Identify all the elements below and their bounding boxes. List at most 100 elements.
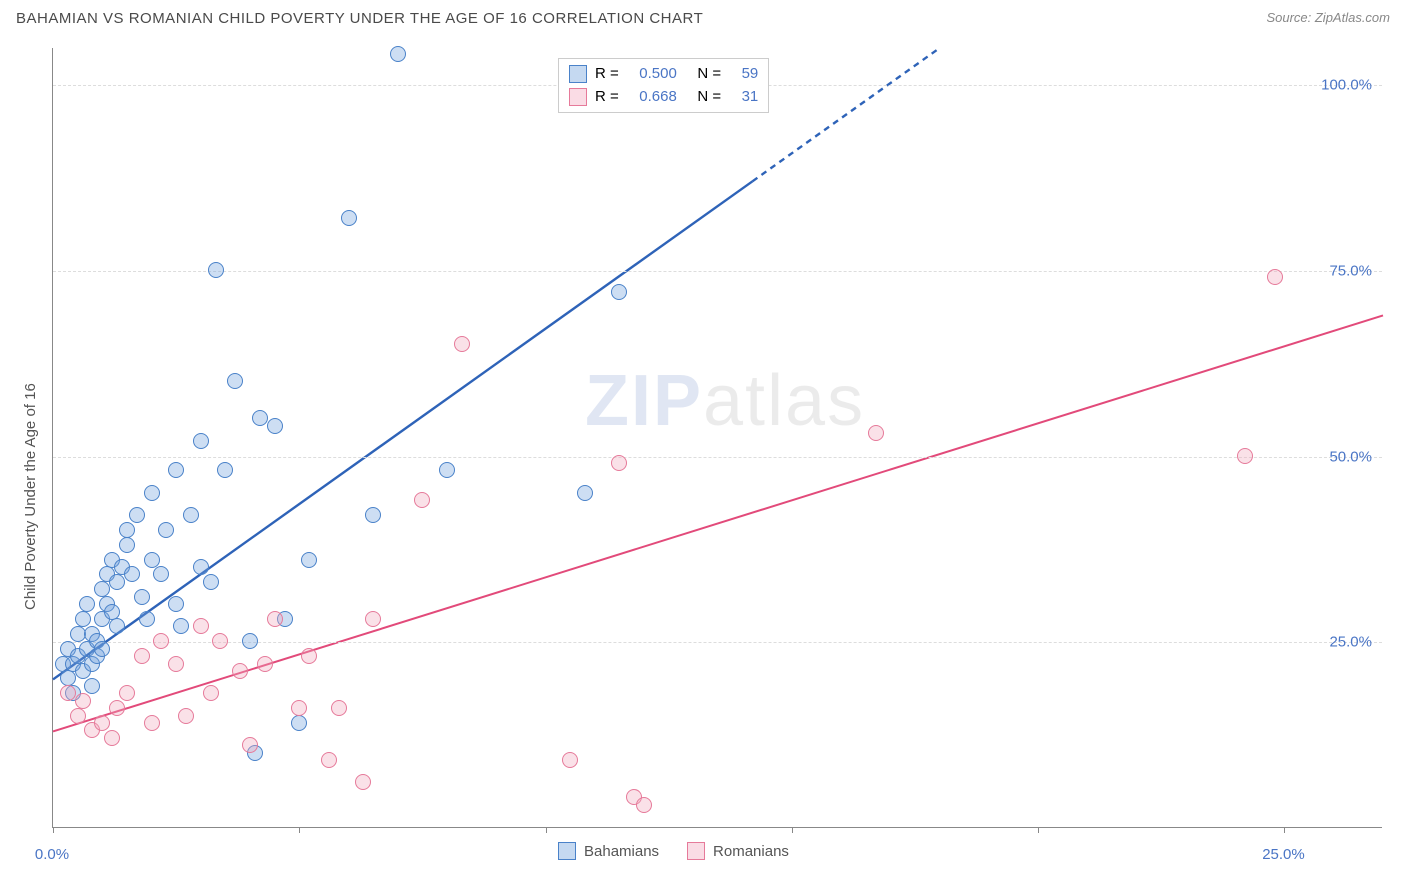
trend-lines [53, 48, 1383, 828]
data-point [153, 633, 169, 649]
data-point [301, 552, 317, 568]
data-point [227, 373, 243, 389]
data-point [158, 522, 174, 538]
data-point [365, 611, 381, 627]
data-point [212, 633, 228, 649]
source-attribution: Source: ZipAtlas.com [1266, 10, 1390, 25]
data-point [60, 685, 76, 701]
data-point [70, 708, 86, 724]
data-point [94, 581, 110, 597]
data-point [203, 574, 219, 590]
data-point [257, 656, 273, 672]
data-point [70, 626, 86, 642]
data-point [109, 574, 125, 590]
data-point [84, 678, 100, 694]
data-point [562, 752, 578, 768]
data-point [94, 641, 110, 657]
data-point [144, 715, 160, 731]
data-point [193, 559, 209, 575]
x-tick [1038, 827, 1039, 833]
legend-series-item: Romanians [687, 842, 789, 860]
legend-series: Bahamians Romanians [558, 842, 789, 860]
data-point [252, 410, 268, 426]
data-point [94, 715, 110, 731]
data-point [168, 596, 184, 612]
scatter-plot: ZIPatlas 25.0% 50.0% 75.0% 100.0% [52, 48, 1382, 828]
data-point [139, 611, 155, 627]
data-point [168, 462, 184, 478]
data-point [75, 693, 91, 709]
data-point [291, 715, 307, 731]
chart-title: BAHAMIAN VS ROMANIAN CHILD POVERTY UNDER… [16, 10, 703, 27]
data-point [341, 210, 357, 226]
data-point [355, 774, 371, 790]
data-point [868, 425, 884, 441]
data-point [75, 611, 91, 627]
data-point [193, 618, 209, 634]
data-point [173, 618, 189, 634]
data-point [242, 633, 258, 649]
x-tick [1284, 827, 1285, 833]
x-tick-label: 25.0% [1262, 846, 1305, 863]
watermark: ZIPatlas [585, 360, 865, 442]
x-tick-label: 0.0% [35, 846, 69, 863]
data-point [144, 552, 160, 568]
legend-series-item: Bahamians [558, 842, 659, 860]
data-point [153, 566, 169, 582]
x-tick [546, 827, 547, 833]
data-point [144, 485, 160, 501]
data-point [267, 418, 283, 434]
data-point [439, 462, 455, 478]
data-point [267, 611, 283, 627]
data-point [109, 700, 125, 716]
x-tick [792, 827, 793, 833]
data-point [365, 507, 381, 523]
legend-correlation-stats: R = 0.500 N = 59R = 0.668 N = 31 [558, 58, 769, 113]
data-point [232, 663, 248, 679]
data-point [611, 284, 627, 300]
gridline-h [53, 271, 1382, 272]
data-point [124, 566, 140, 582]
data-point [321, 752, 337, 768]
data-point [134, 589, 150, 605]
data-point [217, 462, 233, 478]
data-point [129, 507, 145, 523]
data-point [79, 596, 95, 612]
x-tick [53, 827, 54, 833]
data-point [611, 455, 627, 471]
data-point [178, 708, 194, 724]
data-point [119, 522, 135, 538]
y-tick-label: 50.0% [1329, 448, 1372, 465]
legend-stat-row: R = 0.668 N = 31 [569, 86, 758, 109]
data-point [577, 485, 593, 501]
data-point [183, 507, 199, 523]
data-point [1237, 448, 1253, 464]
x-tick [299, 827, 300, 833]
data-point [291, 700, 307, 716]
data-point [109, 618, 125, 634]
y-tick-label: 25.0% [1329, 634, 1372, 651]
data-point [193, 433, 209, 449]
data-point [104, 604, 120, 620]
data-point [301, 648, 317, 664]
data-point [636, 797, 652, 813]
data-point [414, 492, 430, 508]
data-point [60, 670, 76, 686]
data-point [134, 648, 150, 664]
y-tick-label: 100.0% [1321, 77, 1372, 94]
data-point [119, 537, 135, 553]
y-tick-label: 75.0% [1329, 262, 1372, 279]
data-point [390, 46, 406, 62]
legend-stat-row: R = 0.500 N = 59 [569, 63, 758, 86]
data-point [242, 737, 258, 753]
data-point [203, 685, 219, 701]
data-point [119, 685, 135, 701]
data-point [104, 730, 120, 746]
data-point [1267, 269, 1283, 285]
data-point [168, 656, 184, 672]
data-point [208, 262, 224, 278]
gridline-h [53, 457, 1382, 458]
y-axis-label: Child Poverty Under the Age of 16 [22, 383, 39, 610]
data-point [454, 336, 470, 352]
data-point [331, 700, 347, 716]
